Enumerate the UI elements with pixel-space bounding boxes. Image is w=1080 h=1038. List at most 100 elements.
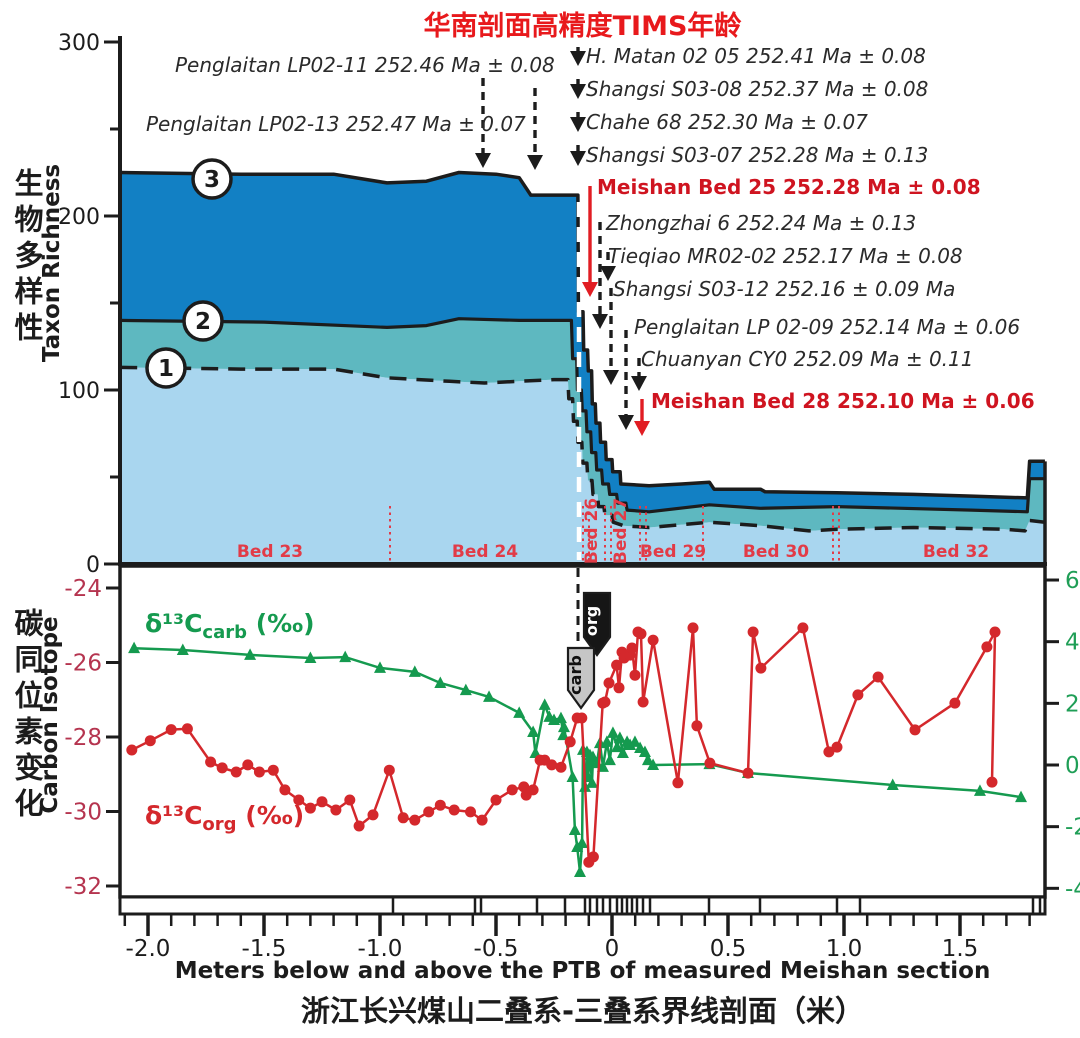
bottom-y-axis-label-cn: 碳同位素变化 (10, 608, 44, 824)
org-circle-marker (909, 724, 921, 736)
zone-circle-number: 1 (158, 356, 174, 382)
org-circle-marker (576, 712, 588, 724)
arrowhead-icon (527, 155, 543, 170)
org-circle-marker (181, 723, 193, 735)
org-circle-marker (629, 669, 641, 681)
carb-triangle-marker (576, 836, 589, 848)
org-flag-label: org (582, 606, 601, 636)
org-circle-marker (635, 628, 647, 640)
carb-triangle-marker (568, 823, 581, 836)
org-circle-marker (527, 784, 539, 796)
org-circle-marker (831, 741, 843, 753)
carb-triangle-marker (600, 735, 613, 747)
carb-triangle-marker (1015, 790, 1028, 803)
sample-age-label: Shangsi S03-07 252.28 Ma ± 0.13 (586, 143, 928, 167)
org-circle-marker (330, 804, 342, 816)
org-circle-marker (672, 777, 684, 789)
org-circle-marker (506, 784, 518, 796)
carb-triangle-marker (603, 753, 616, 766)
org-circle-marker (165, 724, 177, 736)
zone1-area (120, 367, 1045, 564)
carb-triangle-marker (624, 738, 637, 750)
carb-triangle-marker (886, 778, 899, 791)
x-axis-caption-cn: 浙江长兴煤山二叠系-三叠系界线剖面（米） (300, 994, 865, 1028)
carb-triangle-marker (128, 641, 141, 654)
arrowhead-icon (631, 376, 647, 391)
org-circle-marker (230, 766, 242, 778)
top-y-axis-label-cn: 生物多样性 (10, 168, 44, 348)
bed-label: Bed 32 (923, 542, 989, 562)
org-circle-marker (448, 804, 460, 816)
arrowhead-icon (582, 282, 598, 297)
org-circle-marker (383, 764, 395, 776)
carb-triangle-marker (408, 665, 421, 677)
top-panel: 300 200 100 0 Bed 23 Bed 24 Bed 26 Bed 27 Bed 29… (58, 31, 1047, 578)
sample-age-label: Tieqiao MR02-02 252.17 Ma ± 0.08 (608, 244, 963, 268)
carb-triangle-marker (538, 698, 551, 710)
carb-axis-tick-label: 0 (1065, 753, 1080, 779)
carb-triangle-marker (176, 643, 189, 656)
org-circle-marker (599, 696, 611, 708)
org-axis-tick-label: -32 (64, 874, 102, 900)
x-tick-label: 1.5 (942, 936, 979, 962)
carb-triangle-marker (616, 746, 629, 758)
carb-triangle-marker (483, 690, 496, 702)
x-axis: -2.0 -1.5 -1.0 -0.5 0 0.5 1.0 1.5 (118, 895, 1047, 962)
arrowhead-icon (570, 117, 586, 132)
sample-age-label: Shangsi S03-08 252.37 Ma ± 0.08 (586, 77, 928, 101)
org-circle-marker (611, 659, 623, 671)
org-axis-tick-label: -26 (64, 651, 102, 677)
org-circle-marker (242, 759, 254, 771)
carb-triangle-marker (304, 651, 317, 664)
carb-triangle-marker (554, 711, 567, 724)
org-circle-marker (613, 682, 625, 694)
arrowhead-icon (618, 415, 634, 430)
org-circle-marker (603, 677, 615, 689)
org-circle-marker (687, 622, 699, 634)
sample-age-label: Chahe 68 252.30 Ma ± 0.07 (586, 110, 868, 134)
org-circle-marker (423, 806, 435, 818)
bed-label: Bed 23 (237, 542, 303, 562)
org-circle-marker (637, 696, 649, 708)
carb-axis-tick-label: -2 (1065, 815, 1080, 841)
sample-age-label: Zhongzhai 6 252.24 Ma ± 0.13 (605, 211, 916, 235)
carb-triangle-marker (374, 661, 386, 673)
org-axis-tick-label: -28 (64, 725, 102, 751)
sample-age-label: Penglaitan LP02-11 252.46 Ma ± 0.08 (175, 53, 555, 77)
x-axis-caption-en: Meters below and above the PTB of measur… (174, 958, 991, 984)
org-circle-marker (126, 744, 138, 756)
org-circle-marker (852, 689, 864, 701)
carb-triangle-marker (586, 776, 599, 788)
org-circle-marker (293, 794, 305, 806)
carb-triangle-marker (641, 753, 654, 766)
sample-age-label: Penglaitan LP 02-09 252.14 Ma ± 0.06 (634, 315, 1020, 339)
carb-axis-tick-label: -4 (1065, 876, 1080, 902)
carb-triangle-marker (557, 728, 570, 741)
org-circle-marker (626, 642, 638, 654)
zone3-outline (120, 170, 1045, 500)
sample-age-label: H. Matan 02 05 252.41 Ma ± 0.08 (586, 44, 926, 68)
zone2-outline (120, 317, 1045, 514)
org-circle-marker (755, 662, 767, 674)
org-circle-marker (823, 746, 835, 758)
zone-circle-number: 3 (204, 167, 220, 193)
bed-label: Bed 24 (452, 542, 518, 562)
arrowhead-icon (475, 153, 491, 168)
carb-axis-tick-label: 6 (1065, 568, 1080, 594)
arrowhead-icon (592, 314, 608, 329)
figure-title: 华南剖面高精度TIMS年龄 (423, 11, 742, 42)
carb-flag-label: carb (566, 655, 585, 695)
org-circle-marker (490, 794, 502, 806)
carb-triangle-marker (459, 683, 472, 696)
org-series (126, 622, 1001, 868)
org-circle-marker (304, 802, 316, 814)
sample-age-label: Shangsi S03-12 252.16 ± 0.09 Ma (613, 277, 955, 301)
org-circle-marker (647, 634, 659, 646)
zone-circle-number: 2 (195, 309, 211, 335)
org-circle-marker (344, 794, 356, 806)
org-circle-marker (409, 814, 421, 826)
carb-triangle-marker (434, 676, 447, 688)
arrowhead-icon (570, 84, 586, 99)
top-y-tick-label: 100 (58, 379, 100, 404)
carb-triangle-marker (973, 784, 986, 796)
